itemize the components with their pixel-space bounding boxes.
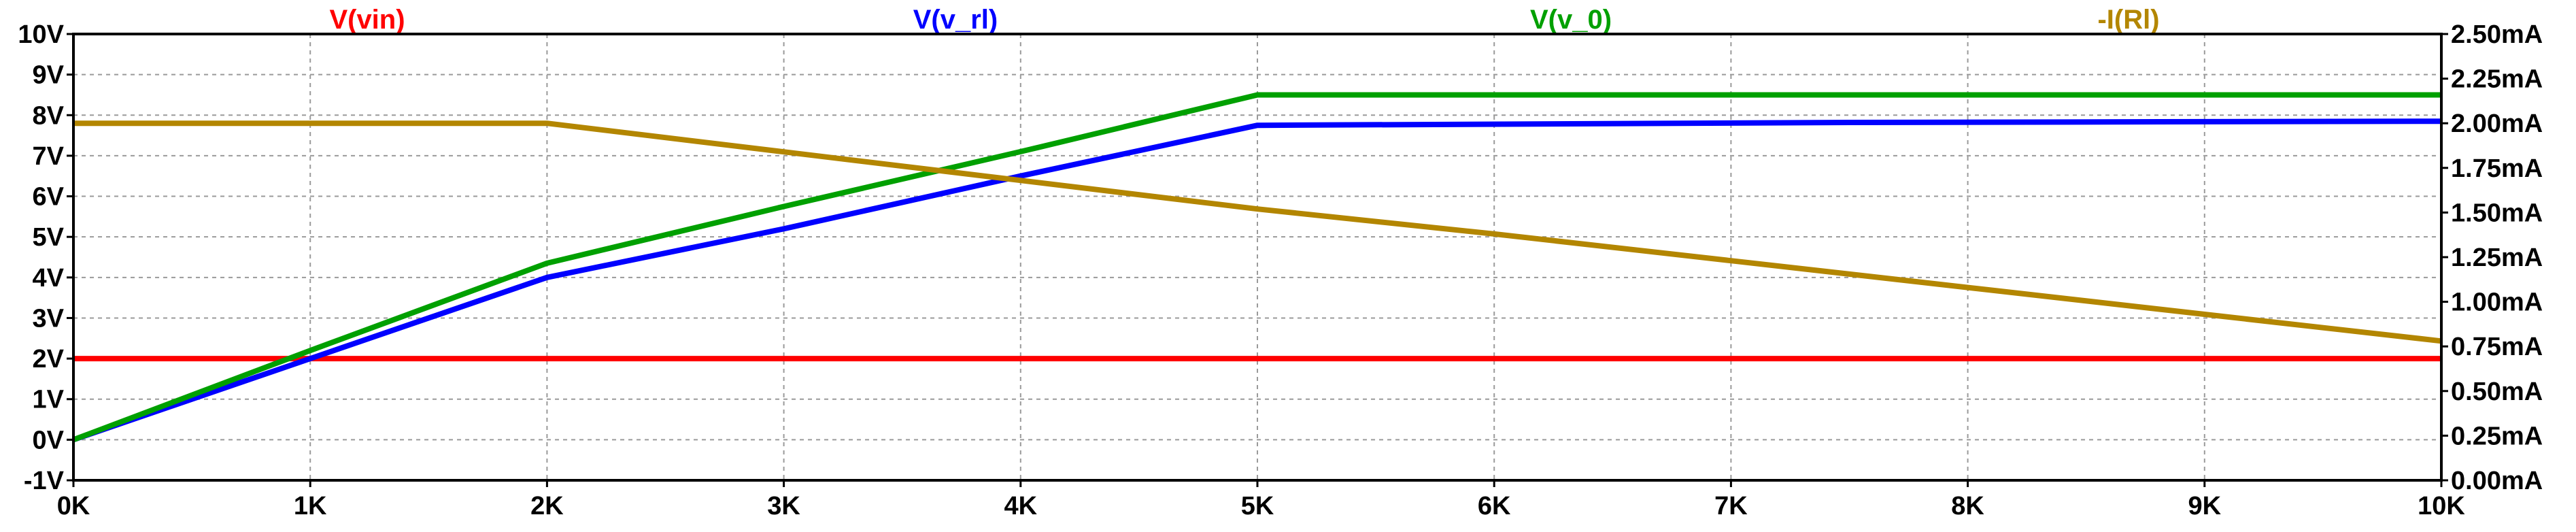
x-tick-label: 0K — [57, 492, 90, 520]
legend-entry-v-v-0: V(v_0) — [1530, 5, 1612, 35]
traces — [72, 92, 2442, 443]
left-axis: -1V 0V 1V 2V 3V 4V 5V 6V 7V 8V 9V 10V — [18, 20, 73, 495]
left-tick-label: 10V — [18, 20, 64, 49]
right-tick-label: 1.50mA — [2451, 199, 2543, 227]
right-tick-label: 0.00mA — [2451, 467, 2543, 495]
legend-entry-v-vin: V(vin) — [329, 5, 405, 35]
left-tick-label: 6V — [33, 183, 65, 212]
x-tick-label: 4K — [1004, 492, 1038, 520]
legend-entry-v-v-rl: V(v_rl) — [913, 5, 998, 35]
right-tick-label: 2.50mA — [2451, 20, 2543, 49]
left-tick-label: 1V — [33, 386, 65, 414]
series-line-i-rl — [73, 120, 2442, 344]
left-tick-label: 8V — [33, 101, 65, 130]
legend-entry-i-rl: -I(Rl) — [2097, 5, 2159, 35]
right-tick-label: 1.75mA — [2451, 154, 2543, 183]
series-line-v-v-rl — [72, 118, 2442, 443]
right-tick-label: 0.75mA — [2451, 333, 2543, 361]
left-tick-label: 4V — [33, 264, 65, 293]
left-tick-label: 7V — [33, 142, 65, 171]
right-tick-label: 0.50mA — [2451, 378, 2543, 406]
x-axis: 0K 1K 2K 3K 4K 5K 6K 7K 8K 9K 10K — [57, 480, 2465, 520]
left-tick-label: 9V — [33, 61, 65, 90]
left-tick-label: 5V — [33, 223, 65, 252]
x-tick-label: 8K — [1951, 492, 1984, 520]
right-tick-label: 2.25mA — [2451, 65, 2543, 94]
grid — [73, 34, 2441, 480]
right-tick-label: 2.00mA — [2451, 110, 2543, 138]
right-tick-label: 1.00mA — [2451, 288, 2543, 317]
x-tick-label: 2K — [530, 492, 564, 520]
right-tick-label: 1.25mA — [2451, 244, 2543, 272]
right-tick-label: 0.25mA — [2451, 422, 2543, 450]
left-tick-label: -1V — [24, 467, 65, 495]
x-tick-label: 3K — [767, 492, 800, 520]
left-tick-label: 0V — [33, 426, 65, 454]
series-line-v-v-0 — [72, 92, 2441, 443]
legend: V(vin) V(v_rl) V(v_0) -I(Rl) — [329, 5, 2159, 35]
x-tick-label: 10K — [2418, 492, 2465, 520]
right-axis: 0.00mA 0.25mA 0.50mA 0.75mA 1.00mA 1.25mA 1.50… — [2441, 20, 2543, 495]
x-tick-label: 5K — [1241, 492, 1274, 520]
x-tick-label: 1K — [294, 492, 327, 520]
left-tick-label: 3V — [33, 304, 65, 333]
x-tick-label: 9K — [2188, 492, 2222, 520]
left-tick-label: 2V — [33, 345, 65, 373]
x-tick-label: 7K — [1714, 492, 1748, 520]
x-tick-label: 6K — [1478, 492, 1511, 520]
